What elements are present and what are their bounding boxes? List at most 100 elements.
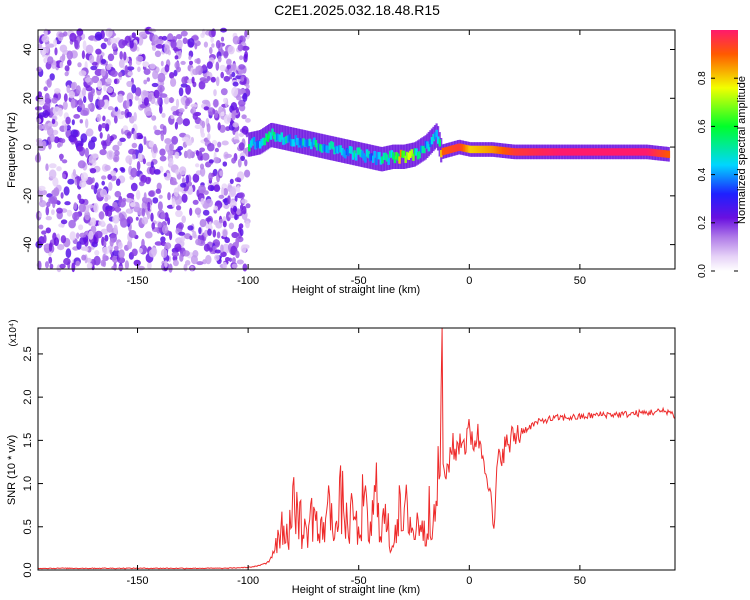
spectrogram-noise-cell [38,96,45,106]
spectrogram-noise-cell [82,87,86,97]
spectrogram-noise-cell [154,50,162,58]
spectrogram-noise-cell [245,220,250,229]
spectrogram-noise-cell [197,151,203,161]
spectrogram-noise-cell [130,202,136,208]
spectrogram-y-axis-label: Frequency (Hz) [6,112,18,188]
spectrogram-signal-cell [293,139,296,147]
spectrogram-signal-cell [265,133,268,141]
spectrogram-signal-cell [289,138,293,146]
spectrogram-noise-cell [85,128,94,137]
spectrogram-signal-cell [421,145,424,154]
spectrogram-noise-cell [172,111,179,116]
spectrogram-noise-cell [150,161,154,169]
spectrogram-signal-cell [449,145,452,154]
spectrogram-signal-cell [337,145,341,153]
spectrogram-noise-cell [71,262,76,273]
spectrogram-signal-cell [291,139,294,147]
spectrogram-noise-cell [70,82,76,90]
spectrogram-noise-cell [167,192,171,201]
spectrogram-noise-cell [164,138,172,145]
spectrogram-noise-cell [77,193,82,200]
spectrogram-noise-cell [77,62,82,68]
spectrogram-noise-cell [104,164,111,171]
spectrogram-noise-cell [84,210,91,221]
spectrogram-noise-cell [51,97,58,104]
spectrogram-noise-cell [138,181,145,187]
spectrogram-signal-cell [393,155,397,164]
spectrogram-signal-cell [368,154,372,162]
spectrogram-signal-cell [255,141,259,149]
spectrogram-noise-cell [215,40,221,49]
spectrogram-noise-cell [238,88,246,95]
spectrogram-signal-cell [311,139,314,147]
spectrogram-noise-cell [111,175,117,181]
spectrogram-noise-cell [177,222,184,230]
spectrogram-noise-cell [71,119,75,126]
spectrogram-noise-cell [235,239,239,249]
spectrogram-signal-cell [576,148,579,156]
spectrogram-noise-cell [242,263,248,272]
spectrogram-signal-cell [367,150,370,159]
spectrogram-signal-cell [502,147,505,155]
spectrogram-noise-cell [119,137,126,142]
snr-y-axis-label: SNR (10 * v/v) [6,435,18,505]
spectrogram-signal-cell [272,132,276,140]
spectrogram-signal-cell [407,152,410,160]
spectrogram-noise-cell [143,68,151,75]
spectrogram-signal-cell [642,148,646,156]
spectrogram-noise-cell [240,244,247,253]
spectrogram-noise-cell [220,251,227,258]
y-tick-label: 1.0 [22,476,34,491]
spectrogram-signal-cell [612,148,615,156]
spectrogram-signal-cell [523,148,527,156]
spectrogram-noise-cell [185,139,193,146]
spectrogram-signal-cell [534,148,537,156]
spectrogram-noise-cell [222,220,227,228]
spectrogram-noise-cell [113,245,119,252]
spectrogram-noise-cell [102,246,110,255]
spectrogram-frame [37,29,676,270]
spectrogram-noise-cell [217,55,222,63]
spectrogram-noise-cell [183,263,188,272]
spectrogram-y-ticks: -40 -20 0 20 40 [22,43,675,253]
spectrogram-noise-cell [130,182,138,192]
spectrogram-noise-cell [45,227,51,234]
spectrogram-signal-cell [529,148,533,156]
spectrogram-noise-cell [219,170,224,177]
spectrogram-noise-cell [234,177,241,183]
spectrogram-noise-cell [146,77,150,82]
snr-plot-area [38,328,675,570]
spectrogram-signal-cell [607,148,610,156]
x-tick-label: -150 [127,275,149,287]
spectrogram-signal-cell [435,129,438,138]
spectrogram-noise-cell [91,61,98,66]
spectrogram-noise-cell [41,35,50,43]
spectrogram-signal-cell [537,148,540,156]
colorbar: 0.0 0.2 0.4 0.6 0.8 Normalized spectral ampl… [697,30,748,278]
spectrogram-noise-cell [244,159,248,167]
spectrogram-signal-cell [319,144,322,152]
spectrogram-noise-cell [48,242,53,252]
spectrogram-noise-cell [106,223,113,233]
spectrogram-signal-cell [395,152,398,160]
spectrogram-signal-cell [303,139,307,147]
spectrogram-noise-cell [196,57,201,65]
spectrogram-noise-cell [168,157,174,167]
spectrogram-noise-cell [189,60,193,65]
spectrogram-noise-cell [105,27,113,38]
spectrogram-noise-cell [164,242,172,250]
spectrogram-noise-cell [240,155,246,161]
spectrogram-noise-cell [219,64,226,72]
spectrogram-noise-cell [142,91,149,96]
spectrogram-noise-cell [235,250,240,259]
spectrogram-noise-cell [134,87,142,97]
spectrogram-signal-cell [480,145,483,154]
spectrogram-noise-cell [90,65,98,71]
spectrogram-signal-cell [562,148,565,156]
spectrogram-noise-cell [94,31,103,41]
spectrogram-noise-cell [123,51,127,61]
spectrogram-noise-cell [94,250,100,256]
spectrogram-noise-cell [210,185,215,191]
spectrogram-noise-cell [58,107,63,117]
spectrogram-noise-cell [114,78,118,84]
